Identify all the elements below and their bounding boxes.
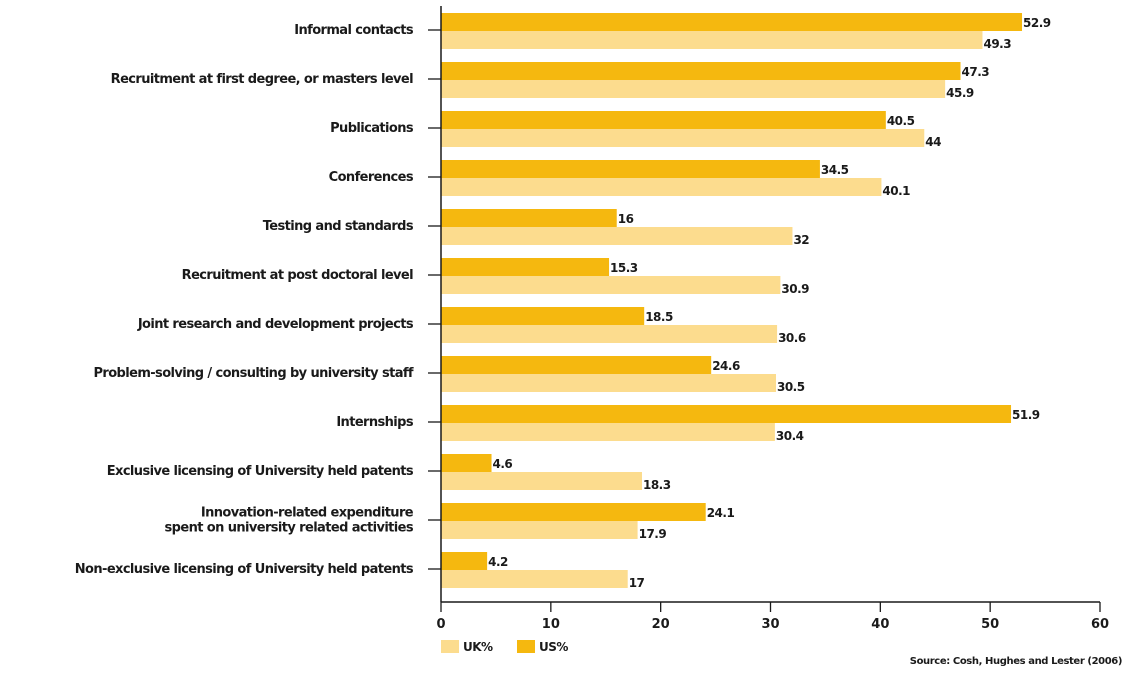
value-label-us-8: 51.9 — [1012, 408, 1040, 422]
value-label-uk-0: 49.3 — [983, 37, 1011, 51]
bar-uk-7 — [441, 374, 776, 392]
category-label-7: Problem-solving / consulting by universi… — [93, 366, 413, 381]
bar-us-8 — [441, 405, 1012, 423]
value-label-uk-6: 30.6 — [778, 331, 806, 345]
bar-us-2 — [441, 111, 886, 129]
bars-group: 52.9 49.3 47.3 45.9 40.5 44 34.5 40.1 16 32 15.3 30… — [441, 13, 1051, 590]
category-label-10-line-1: spent on university related activities — [165, 521, 414, 536]
value-label-uk-5: 30.9 — [781, 282, 809, 296]
value-label-us-11: 4.2 — [488, 555, 508, 569]
bar-uk-1 — [441, 80, 946, 98]
bar-us-7 — [441, 356, 712, 374]
axes-group: 0 10 20 30 40 50 60 — [428, 6, 1109, 632]
value-label-uk-2: 44 — [925, 135, 941, 149]
bar-us-9 — [441, 454, 492, 472]
value-label-us-9: 4.6 — [493, 457, 513, 471]
category-label-10-line-0: Innovation-related expenditure — [201, 506, 414, 521]
value-label-uk-7: 30.5 — [777, 380, 805, 394]
bar-uk-9 — [441, 472, 642, 490]
bar-us-0 — [441, 13, 1023, 31]
bar-uk-11 — [441, 570, 628, 588]
value-label-uk-1: 45.9 — [946, 86, 974, 100]
bar-uk-5 — [441, 276, 781, 294]
bar-us-3 — [441, 160, 820, 178]
legend-swatch-uk — [441, 640, 459, 653]
value-label-us-3: 34.5 — [821, 163, 849, 177]
bar-uk-8 — [441, 423, 775, 441]
source-note: Source: Cosh, Hughes and Lester (2006) — [910, 656, 1122, 667]
x-tick-label-0: 0 — [436, 617, 445, 632]
category-label-9: Exclusive licensing of University held p… — [107, 464, 414, 479]
legend-label-uk: UK% — [463, 640, 493, 654]
category-label-4: Testing and standards — [263, 219, 414, 234]
legend-swatch-us — [517, 640, 535, 653]
value-label-us-0: 52.9 — [1023, 16, 1051, 30]
category-label-6: Joint research and development projects — [137, 317, 414, 332]
value-label-us-6: 18.5 — [645, 310, 673, 324]
value-label-us-10: 24.1 — [707, 506, 735, 520]
bar-uk-6 — [441, 325, 778, 343]
category-label-5: Recruitment at post doctoral level — [182, 268, 413, 283]
bar-us-1 — [441, 62, 961, 80]
legend-label-us: US% — [539, 640, 568, 654]
bar-uk-10 — [441, 521, 638, 539]
value-label-us-5: 15.3 — [610, 261, 638, 275]
bar-us-5 — [441, 258, 610, 276]
x-tick-label-2: 20 — [652, 617, 670, 632]
bar-uk-3 — [441, 178, 882, 196]
category-label-2: Publications — [330, 121, 414, 136]
value-label-uk-11: 17 — [629, 576, 645, 590]
value-label-uk-4: 32 — [793, 233, 809, 247]
category-label-0: Informal contacts — [294, 23, 414, 38]
x-tick-label-5: 50 — [981, 617, 999, 632]
category-label-8: Internships — [336, 415, 414, 430]
x-tick-label-6: 60 — [1091, 617, 1109, 632]
bar-uk-0 — [441, 31, 983, 49]
value-label-us-7: 24.6 — [712, 359, 740, 373]
value-label-us-2: 40.5 — [887, 114, 915, 128]
value-label-us-4: 16 — [618, 212, 634, 226]
legend: UK% US% — [441, 640, 569, 654]
category-label-11: Non-exclusive licensing of University he… — [75, 562, 414, 577]
x-tick-label-3: 30 — [761, 617, 779, 632]
value-label-uk-3: 40.1 — [882, 184, 910, 198]
value-label-uk-10: 17.9 — [639, 527, 667, 541]
bar-us-10 — [441, 503, 706, 521]
x-tick-label-4: 40 — [871, 617, 889, 632]
value-label-uk-8: 30.4 — [776, 429, 804, 443]
value-label-uk-9: 18.3 — [643, 478, 671, 492]
bar-us-4 — [441, 209, 617, 227]
bar-us-6 — [441, 307, 645, 325]
category-label-1: Recruitment at first degree, or masters … — [111, 72, 413, 87]
bar-us-11 — [441, 552, 488, 570]
bar-uk-2 — [441, 129, 925, 147]
category-labels-group: Informal contacts Recruitment at first de… — [75, 23, 415, 577]
x-tick-label-1: 10 — [542, 617, 560, 632]
value-label-us-1: 47.3 — [962, 65, 990, 79]
bar-uk-4 — [441, 227, 793, 245]
category-label-3: Conferences — [329, 170, 414, 185]
